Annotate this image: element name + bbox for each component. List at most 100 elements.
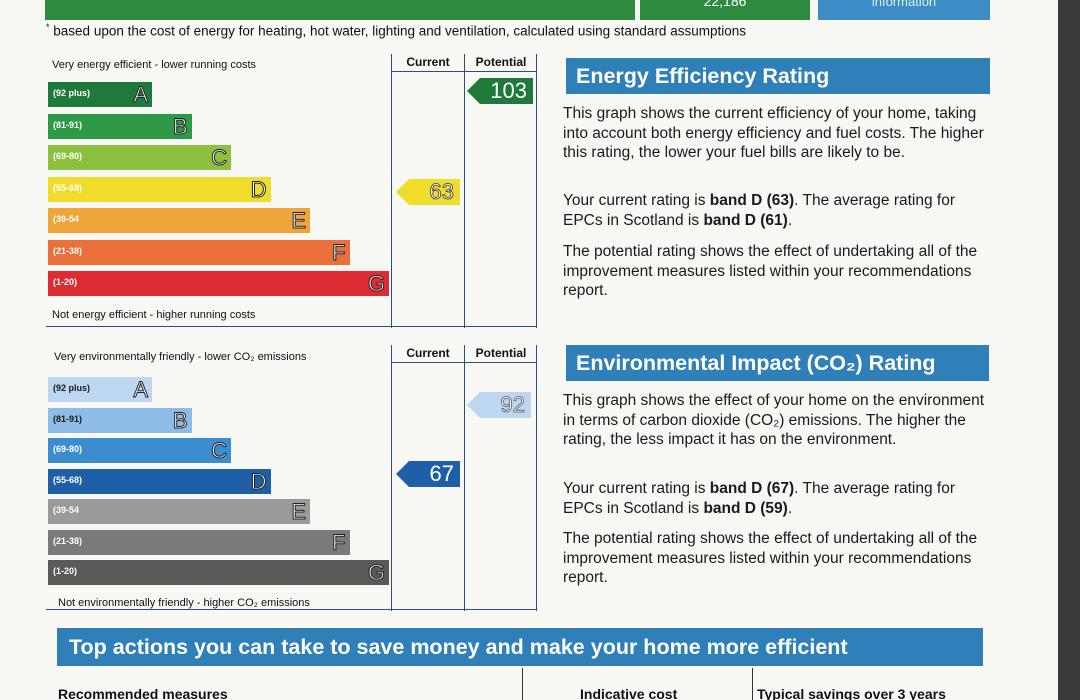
band-range-label: (21-38)	[53, 535, 83, 546]
band-range-label: (39-54	[53, 214, 80, 224]
environmental-impact-chart: Current Potential Very environmentally f…	[46, 345, 537, 625]
env-panel-title: Environmental Impact (CO₂) Rating	[566, 345, 989, 381]
current-rating-value: 63	[429, 179, 454, 205]
chart-divider	[464, 345, 465, 611]
header-rule	[391, 362, 536, 363]
chart-top-caption: Very energy efficient - lower running co…	[52, 59, 257, 71]
energy-rating-text: . The average rating for EPCs in Scotlan…	[563, 192, 956, 229]
current-rating-value: 67	[429, 461, 454, 486]
energy-efficiency-chart: Current Potential Very energy efficient …	[46, 54, 537, 334]
chart-bottom-caption: Not energy efficient - higher running co…	[52, 309, 256, 321]
band-bar-a: (92 plus) A	[48, 377, 152, 403]
epc-page: 22,186 information * based upon the cost…	[0, 0, 1058, 700]
potential-arrow-shape	[467, 392, 531, 418]
band-range-label: (1-20)	[53, 566, 78, 576]
chart-top-caption: Very environmentally friendly - lower CO…	[54, 351, 307, 363]
env-rating-text: .	[787, 499, 793, 517]
chart-divider	[536, 345, 537, 611]
band-bar-b: (81-91) B	[48, 407, 192, 433]
band-range-label: (69-80)	[53, 151, 83, 161]
energy-rating-text: Your current rating is	[563, 192, 710, 209]
potential-rating-value: 103	[490, 78, 527, 103]
band-letter: C	[211, 438, 228, 464]
band-letter: E	[291, 208, 307, 234]
recommended-measures-header: Recommended measures	[58, 686, 228, 700]
band-letter: D	[250, 468, 267, 494]
energy-panel-potential-note: The potential rating shows the effect of…	[563, 243, 978, 299]
band-bar-c: (69-80) C	[48, 145, 231, 171]
top-summary-bar	[45, 0, 635, 20]
potential-rating-arrow: 103	[467, 78, 533, 104]
potential-rating-value: 92	[500, 392, 525, 418]
current-arrow-shape	[396, 461, 460, 487]
current-rating-arrow: 67	[396, 461, 460, 487]
footnote: * based upon the cost of energy for heat…	[46, 22, 746, 39]
top-info-button[interactable]: information	[818, 0, 990, 20]
band-letter: D	[250, 176, 267, 202]
band-range-label: (81-91)	[53, 119, 83, 130]
chart-divider	[391, 345, 392, 611]
top-actions-heading: Top actions you can take to save money a…	[57, 628, 983, 666]
band-bar-g: (1-20) G	[48, 560, 389, 586]
band-letter: E	[291, 499, 307, 525]
band-range-label: (92 plus)	[53, 383, 91, 393]
band-letter: F	[332, 529, 346, 555]
page-edge	[1058, 0, 1080, 700]
band-range-label: (39-54	[53, 505, 80, 515]
band-letter: G	[367, 560, 385, 586]
band-bar-b: (81-91) B	[48, 113, 192, 139]
env-rating-text: Your current rating is	[563, 480, 710, 497]
env-average-band: band D (59)	[703, 499, 788, 517]
energy-panel-current-rating: Your current rating is band D (63). The …	[563, 191, 993, 230]
band-range-label: (69-80)	[53, 444, 83, 454]
indicative-cost-header: Indicative cost	[580, 686, 678, 700]
band-bar-c: (69-80) C	[48, 438, 231, 464]
band-range-label: (81-91)	[53, 413, 83, 424]
band-range-label: (55-68)	[53, 474, 83, 485]
band-range-label: (1-20)	[53, 277, 78, 287]
band-range-label: (55-68)	[53, 182, 83, 193]
potential-arrow-shape	[467, 78, 533, 104]
env-current-band: band D (67)	[709, 480, 795, 497]
footnote-marker: *	[46, 22, 50, 32]
potential-column-header: Potential	[475, 55, 527, 69]
chart-divider	[391, 54, 392, 328]
band-letter: G	[367, 271, 385, 297]
header-rule	[391, 71, 536, 72]
table-divider	[752, 668, 753, 700]
chart-divider	[536, 54, 537, 328]
energy-panel-title: Energy Efficiency Rating	[566, 58, 990, 94]
env-panel-current-rating: Your current rating is band D (67). The …	[563, 479, 993, 518]
band-letter: B	[172, 407, 188, 433]
band-letter: C	[211, 145, 228, 171]
band-bar-e: (39-54 E	[48, 208, 310, 234]
band-bar-a: (92 plus) A	[48, 82, 152, 108]
band-bar-d: (55-68) D	[48, 468, 271, 494]
energy-panel-description: This graph shows the current efficiency …	[563, 105, 984, 161]
potential-rating-arrow: 92	[467, 392, 531, 418]
chart-bottom-caption: Not environmentally friendly - higher CO…	[58, 597, 310, 609]
chart-divider	[464, 54, 465, 328]
energy-average-band: band D (61)	[703, 211, 788, 229]
top-cost-value: 22,186	[640, 0, 810, 20]
current-column-header: Current	[406, 346, 450, 360]
band-bar-g: (1-20) G	[48, 271, 389, 297]
band-bar-e: (39-54 E	[48, 499, 310, 525]
band-bar-f: (21-38) F	[48, 239, 350, 265]
potential-column-header: Potential	[475, 346, 527, 360]
env-panel-potential-note: The potential rating shows the effect of…	[563, 530, 978, 586]
current-column-header: Current	[406, 55, 450, 69]
band-letter: B	[172, 113, 188, 139]
band-range-label: (21-38)	[53, 245, 83, 256]
band-range-label: (92 plus)	[53, 88, 91, 98]
current-rating-arrow: 63	[396, 179, 460, 205]
band-bar-d: (55-68) D	[48, 176, 271, 202]
band-letter: A	[133, 377, 149, 403]
typical-savings-header: Typical savings over 3 years	[757, 686, 946, 700]
energy-rating-text: .	[787, 211, 793, 229]
band-letter: A	[133, 82, 149, 108]
chart-bottom-rule	[46, 609, 536, 610]
env-rating-text: . The average rating for EPCs in Scotlan…	[563, 480, 956, 517]
table-divider	[522, 668, 523, 700]
footnote-text: based upon the cost of energy for heatin…	[53, 23, 746, 39]
